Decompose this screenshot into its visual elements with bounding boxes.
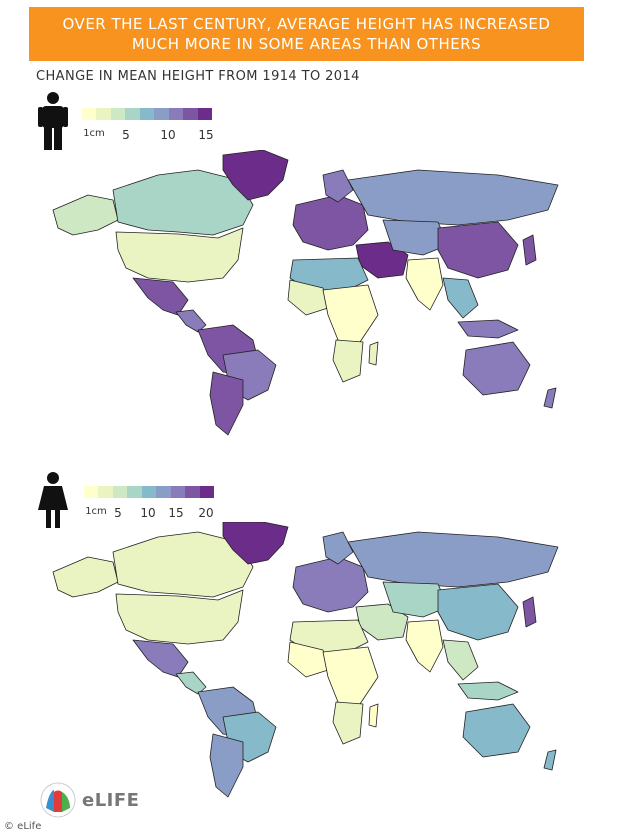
- women-region-madagascar: [368, 703, 379, 728]
- men-region-usa: [115, 227, 244, 283]
- men-tick-10: 10: [160, 128, 176, 142]
- women-legend: 1cm 5 10 15 20: [84, 486, 214, 530]
- men-tick-5: 5: [122, 128, 130, 142]
- women-region-west-africa: [287, 641, 329, 678]
- women-region-scandinavia: [322, 531, 354, 565]
- men-legend-bar: [82, 108, 212, 120]
- men-region-australia: [462, 341, 531, 396]
- women-legend-bar: [84, 486, 214, 498]
- men-region-new-zealand: [543, 387, 557, 409]
- men-region-canada: [112, 169, 254, 236]
- women-tick-10: 10: [140, 506, 156, 520]
- title-banner: OVER THE LAST CENTURY, AVERAGE HEIGHT HA…: [29, 7, 584, 61]
- women-region-usa: [115, 589, 244, 645]
- map-subtitle: CHANGE IN MEAN HEIGHT FROM 1914 TO 2014: [36, 69, 360, 84]
- men-region-west-africa: [287, 279, 329, 316]
- women-tick-1: 1cm: [85, 506, 107, 517]
- image-credit: © eLife: [0, 818, 64, 835]
- women-region-southeast-asia: [442, 639, 479, 681]
- men-height-map: [52, 150, 559, 436]
- men-region-greenland: [222, 150, 289, 201]
- men-tick-1: 1cm: [83, 128, 105, 139]
- title-line-2: MUCH MORE IN SOME AREAS THAN OTHERS: [131, 35, 482, 53]
- women-region-mexico: [132, 639, 189, 678]
- elife-logo: eLIFE: [40, 782, 139, 818]
- men-region-india: [405, 257, 444, 311]
- women-region-new-zealand: [543, 749, 557, 771]
- women-region-china: [437, 583, 519, 641]
- women-region-russia: [347, 531, 559, 588]
- women-region-central-america: [175, 671, 207, 695]
- male-figure-icon: [38, 92, 68, 150]
- men-tick-15: 15: [198, 128, 214, 142]
- men-region-central-africa: [322, 284, 379, 346]
- men-region-south-america-south: [209, 371, 244, 436]
- men-region-central-america: [175, 309, 207, 333]
- women-region-alaska: [52, 556, 119, 598]
- women-region-south-america-south: [209, 733, 244, 798]
- women-region-indonesia: [457, 681, 519, 701]
- women-tick-15: 15: [168, 506, 184, 520]
- men-legend: 1cm 5 10 15: [82, 108, 214, 152]
- men-region-japan: [522, 234, 537, 266]
- women-region-europe: [292, 556, 369, 613]
- women-region-central-asia: [382, 581, 449, 618]
- women-height-map: [52, 522, 559, 798]
- men-region-china: [437, 221, 519, 279]
- elife-logo-text: eLIFE: [82, 789, 140, 811]
- women-region-australia: [462, 703, 531, 758]
- men-region-central-asia: [382, 219, 449, 256]
- women-tick-5: 5: [114, 506, 122, 520]
- women-region-india: [405, 619, 444, 673]
- elife-logo-icon: [40, 782, 76, 818]
- men-region-south-africa: [332, 339, 364, 383]
- title-line-1: OVER THE LAST CENTURY, AVERAGE HEIGHT HA…: [62, 15, 551, 33]
- women-tick-20: 20: [198, 506, 214, 520]
- women-region-greenland: [222, 522, 289, 565]
- women-region-japan: [522, 596, 537, 628]
- women-region-central-africa: [322, 646, 379, 708]
- men-region-southeast-asia: [442, 277, 479, 319]
- women-region-canada: [112, 531, 254, 598]
- men-region-alaska: [52, 194, 119, 236]
- men-region-europe: [292, 194, 369, 251]
- female-figure-icon: [38, 472, 68, 528]
- men-region-russia: [347, 169, 559, 226]
- women-region-south-africa: [332, 701, 364, 745]
- men-region-indonesia: [457, 319, 519, 339]
- men-region-mexico: [132, 277, 189, 316]
- men-region-scandinavia: [322, 169, 354, 203]
- men-region-madagascar: [368, 341, 379, 366]
